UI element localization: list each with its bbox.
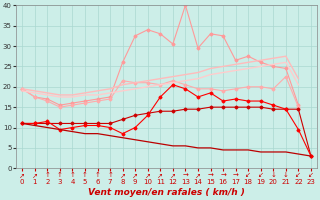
X-axis label: Vent moyen/en rafales ( km/h ): Vent moyen/en rafales ( km/h ) xyxy=(88,188,245,197)
